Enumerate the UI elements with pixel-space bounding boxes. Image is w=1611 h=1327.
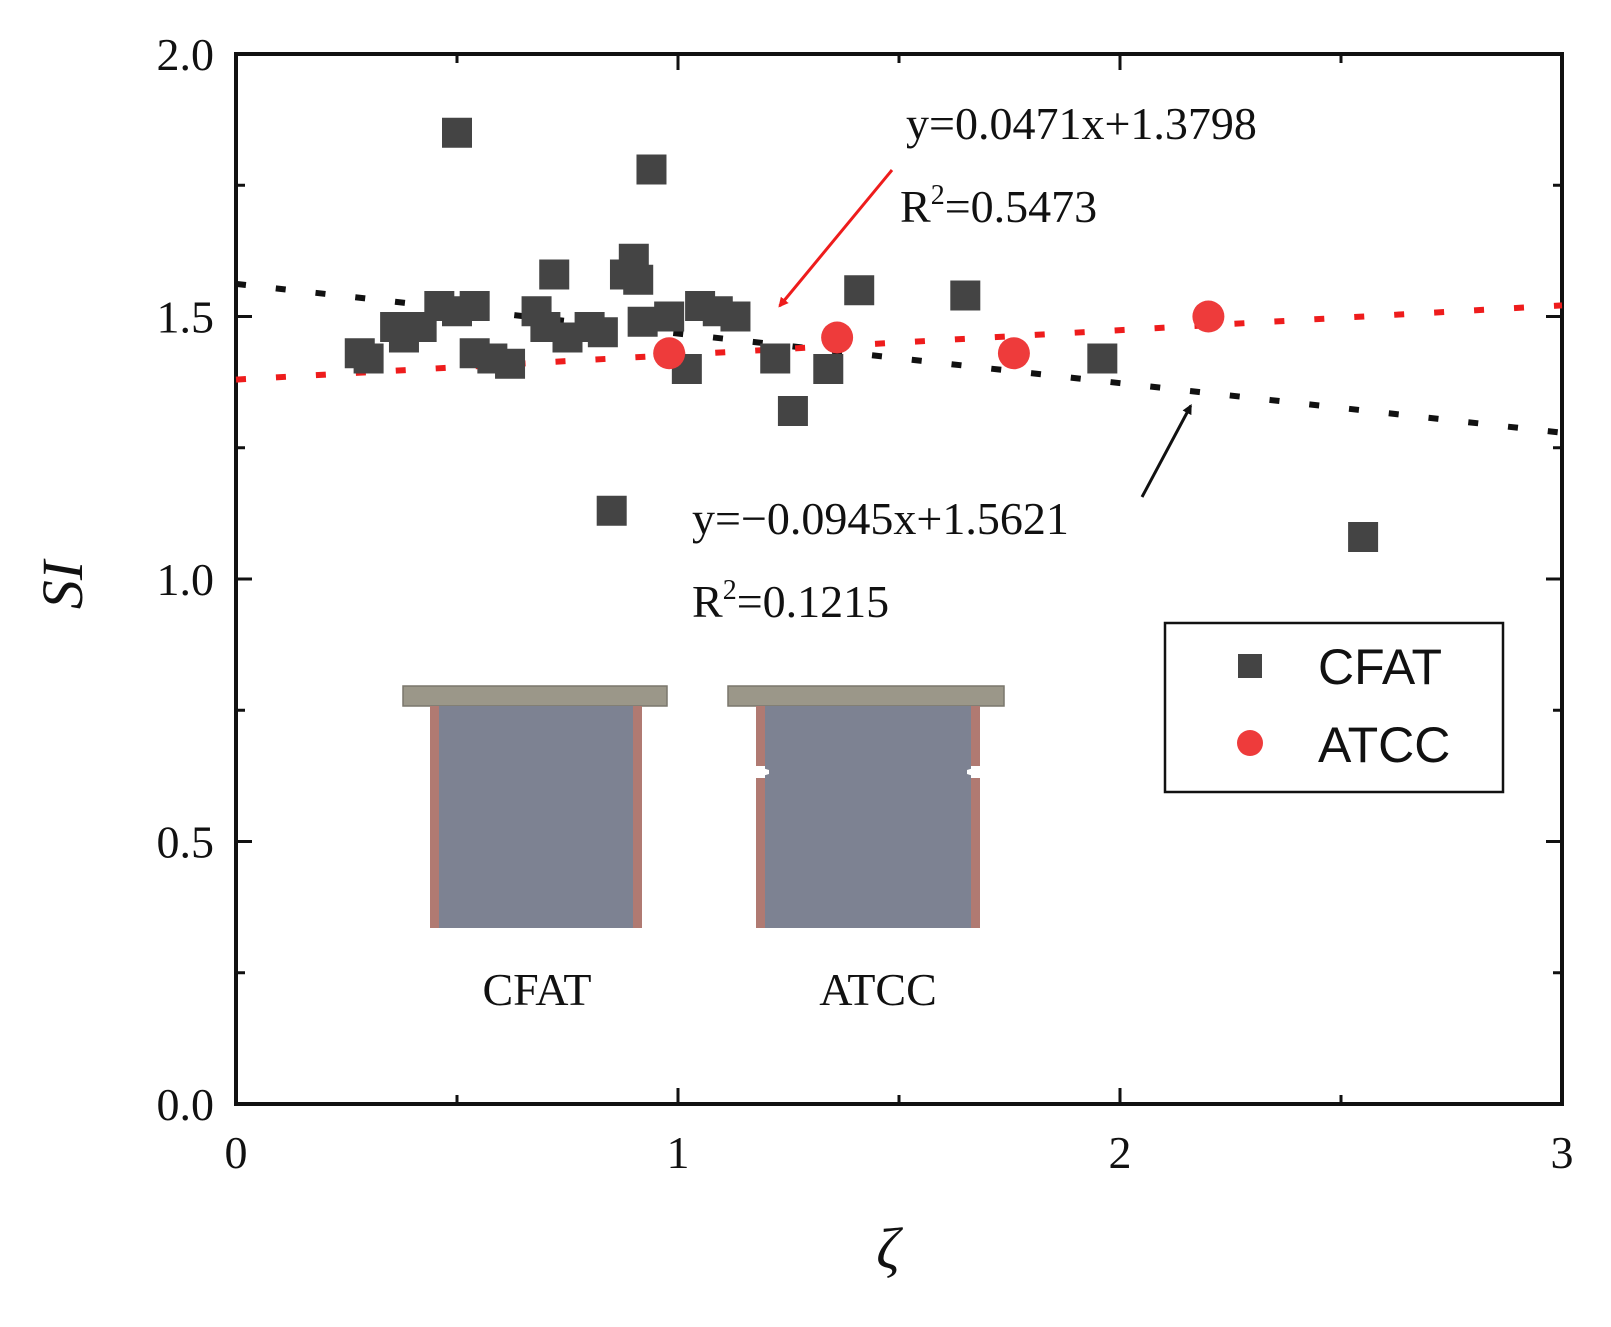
atcc-tube-left-upper [756, 706, 765, 766]
point-cfat [539, 259, 570, 290]
atcc-gap-left [756, 766, 769, 778]
axis-tick-labels: 0 1 2 3 0.0 0.5 1.0 1.5 2.0 [157, 29, 1574, 1178]
point-cfat [1087, 343, 1118, 374]
plot-frame [234, 52, 1564, 1106]
point-atcc [997, 337, 1030, 370]
inset-cfat-label: CFAT [482, 964, 591, 1015]
point-atcc [821, 321, 854, 354]
atcc-tube-left-lower [756, 778, 765, 928]
point-cfat [720, 301, 751, 332]
point-cfat [459, 291, 490, 321]
cfat-r2-value: =0.1215 [737, 576, 889, 627]
legend-box [1163, 621, 1505, 794]
atcc-concrete-core [765, 706, 971, 928]
legend-atcc-marker [1237, 730, 1263, 756]
point-cfat [777, 396, 808, 426]
legend-atcc-label: ATCC [1318, 717, 1450, 773]
y-tick-label: 0.0 [157, 1079, 215, 1130]
legend-cfat-marker [1238, 654, 1262, 678]
annotation-arrows [778, 169, 1193, 498]
atcc-tube-right-lower [971, 778, 980, 928]
point-cfat [950, 280, 981, 311]
inset-cfat-schematic: CFAT [402, 685, 668, 1015]
x-tick-label: 1 [667, 1127, 690, 1178]
cfat-r2-prefix: R [692, 576, 723, 627]
cfat-r2-sup: 2 [723, 575, 737, 606]
point-cfat [495, 348, 526, 379]
cfat-tube-left [430, 706, 439, 928]
point-atcc [1192, 300, 1225, 333]
x-tick-label: 3 [1551, 1127, 1574, 1178]
atcc-r2-prefix: R [900, 181, 931, 232]
cfat-tube-right [633, 706, 642, 928]
point-atcc [653, 337, 686, 370]
cfat-fit-arrow [1140, 403, 1193, 498]
inset-atcc-label: ATCC [819, 964, 937, 1015]
point-cfat [627, 306, 658, 337]
point-cfat [844, 275, 875, 306]
y-tick-label: 1.5 [157, 292, 215, 343]
y-tick-label: 2.0 [157, 29, 215, 80]
point-cfat [1348, 522, 1379, 552]
legend: CFAT ATCC [1163, 621, 1505, 794]
atcc-fit-r2: R2=0.5473 [900, 180, 1097, 232]
y-tick-label: 1.0 [157, 554, 215, 605]
atcc-gap-right [967, 766, 980, 778]
inset-atcc-schematic: ATCC [727, 685, 1005, 1015]
x-axis-title: ζ [876, 1216, 903, 1281]
axis-ticks [234, 52, 1564, 1106]
x-tick-label: 2 [1109, 1127, 1132, 1178]
y-tick-label: 0.5 [157, 817, 215, 868]
cfat-cap-plate [402, 685, 668, 707]
cfat-fit-r2: R2=0.1215 [692, 575, 889, 627]
cfat-fit-equation: y=−0.0945x+1.5621 [692, 493, 1069, 544]
point-cfat [636, 154, 667, 185]
atcc-cap-plate [727, 685, 1005, 707]
point-cfat [813, 354, 844, 384]
point-cfat [587, 317, 618, 348]
x-tick-label: 0 [225, 1127, 248, 1178]
legend-cfat-label: CFAT [1318, 639, 1442, 695]
y-axis-title: SI [30, 558, 95, 609]
atcc-fit-equation: y=0.0471x+1.3798 [906, 98, 1257, 149]
atcc-r2-value: =0.5473 [945, 181, 1097, 232]
point-cfat [654, 301, 685, 332]
point-cfat [353, 343, 384, 374]
atcc-tube-right-upper [971, 706, 980, 766]
point-cfat [760, 343, 791, 374]
point-cfat [623, 264, 654, 295]
point-cfat [596, 495, 627, 526]
atcc-fit-arrow [778, 169, 894, 308]
cfat-concrete-core [439, 706, 633, 928]
point-cfat [442, 117, 472, 148]
atcc-r2-sup: 2 [931, 180, 945, 211]
data-points [344, 117, 1379, 552]
